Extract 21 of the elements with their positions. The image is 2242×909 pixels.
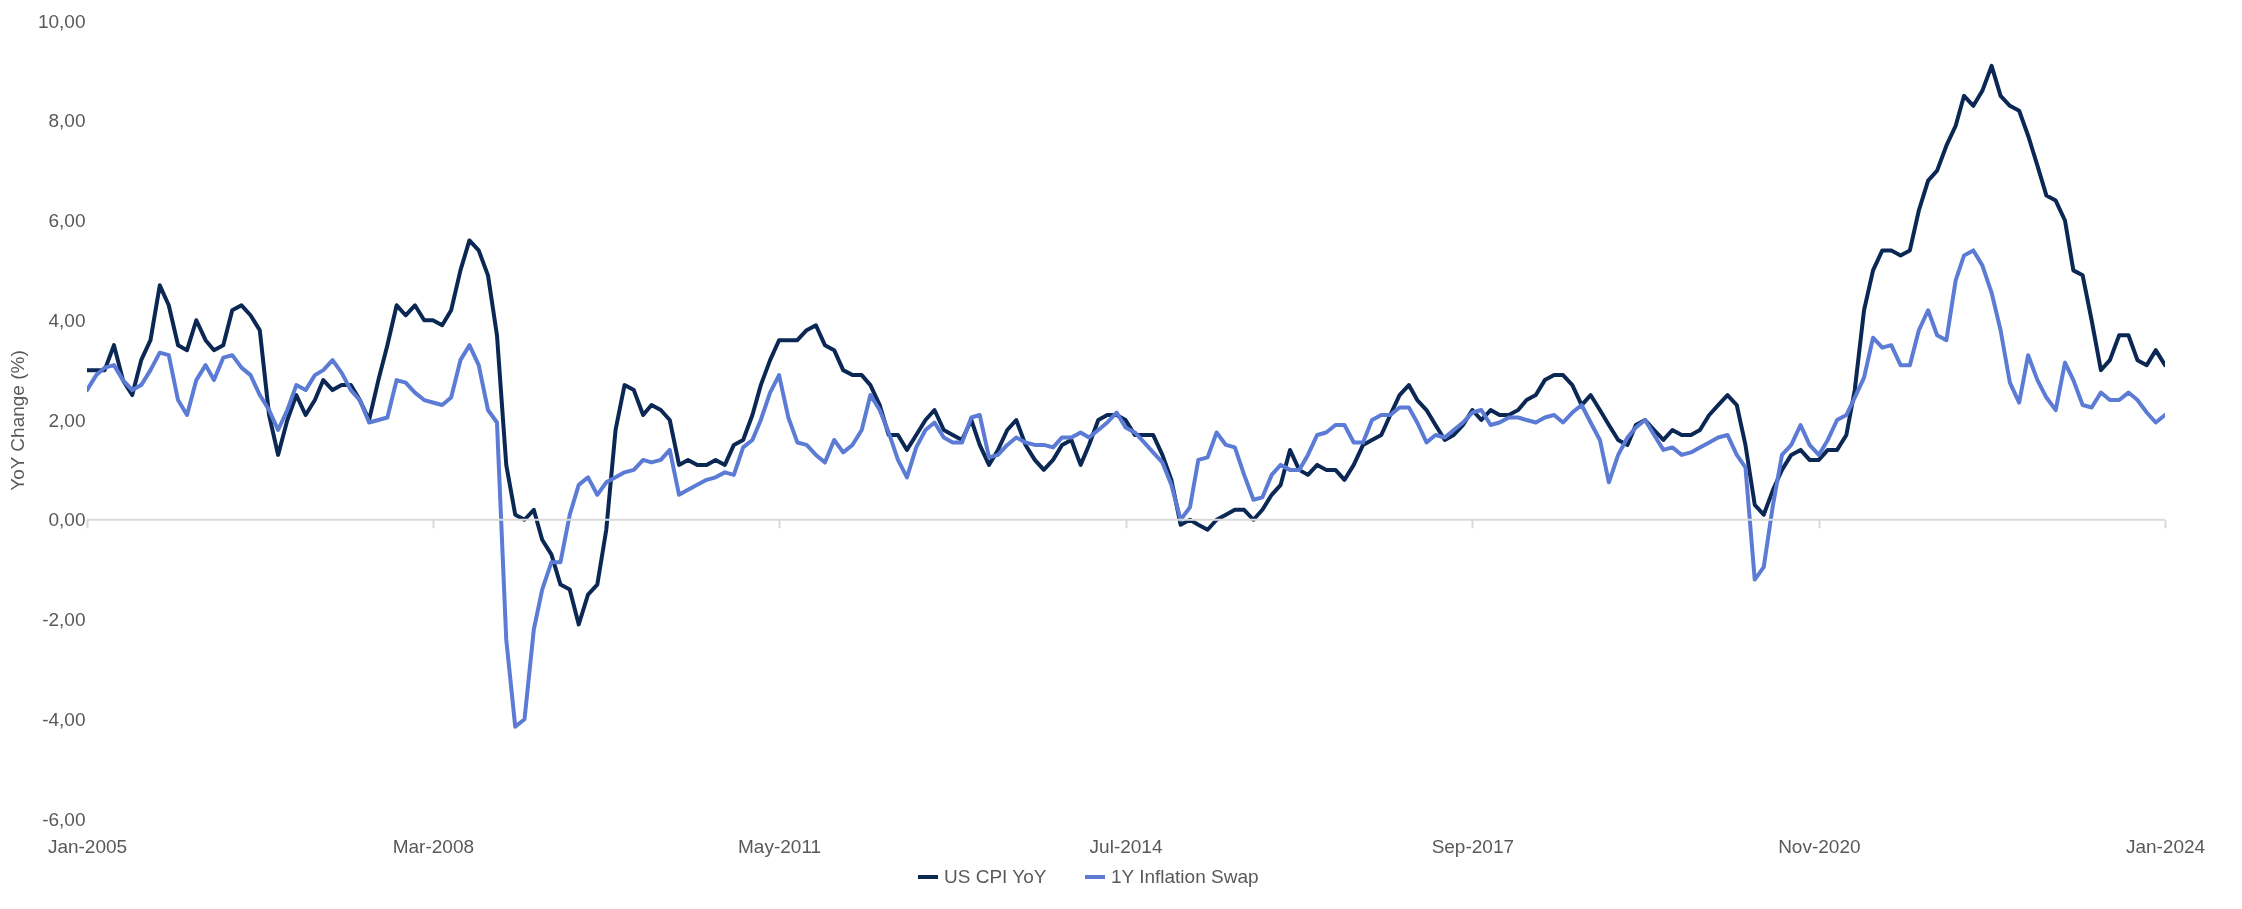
y-tick-label: -6,00: [42, 808, 86, 830]
x-tick-label: May-2011: [738, 835, 822, 857]
legend-label: 1Y Inflation Swap: [1111, 866, 1259, 887]
y-tick-label: 8,00: [48, 110, 86, 132]
y-axis-title: YoY Change (%): [6, 350, 28, 491]
x-tick-label: Jul-2014: [1089, 835, 1163, 857]
y-tick-label: 4,00: [48, 309, 86, 331]
x-tick-label: Jan-2024: [2125, 835, 2206, 857]
y-tick-label: 0,00: [48, 509, 86, 531]
y-tick-label: -2,00: [42, 609, 86, 630]
line-series: [87, 248, 2165, 729]
x-tick-label: Jan-2005: [47, 835, 128, 857]
y-tick-label: 2,00: [48, 409, 86, 431]
x-tick-label: Sep-2017: [1431, 835, 1515, 857]
x-tick-label: Mar-2008: [392, 835, 475, 857]
y-tick-label: 6,00: [48, 210, 86, 231]
y-tick-label: -4,00: [42, 708, 86, 730]
y-tick-label: 10,00: [37, 10, 86, 32]
line-series: [87, 63, 2165, 627]
legend-label: US CPI YoY: [944, 866, 1047, 887]
x-tick-label: Nov-2020: [1778, 835, 1861, 857]
